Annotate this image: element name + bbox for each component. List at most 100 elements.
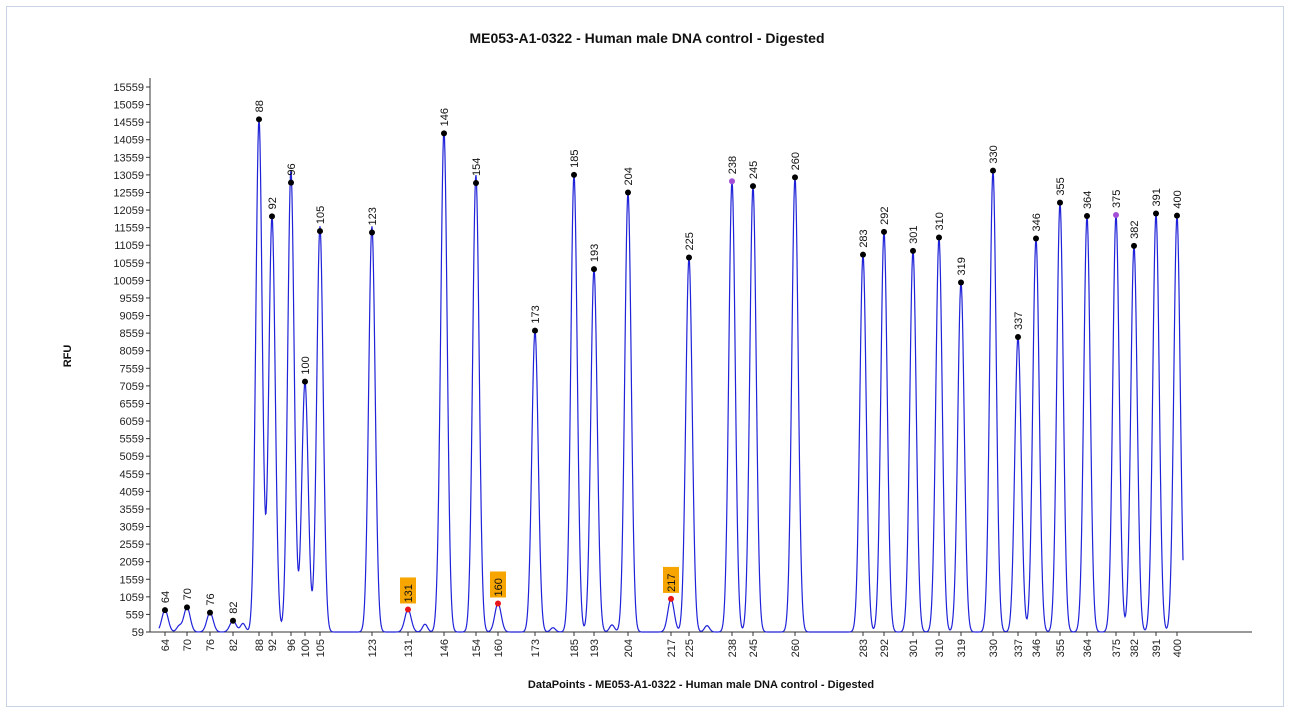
peak-131[interactable]: 131 <box>400 577 416 613</box>
peak-76[interactable]: 76 <box>205 593 217 616</box>
x-tick-label: 245 <box>748 639 760 657</box>
peak-marker <box>441 130 447 137</box>
peak-400[interactable]: 400 <box>1172 190 1184 219</box>
peak-label: 301 <box>908 225 920 243</box>
peak-92[interactable]: 92 <box>267 197 279 220</box>
peak-96[interactable]: 96 <box>286 163 298 186</box>
trace-layer <box>158 119 1184 633</box>
peak-marker <box>1033 235 1039 242</box>
peak-marker <box>230 617 236 624</box>
peak-label: 193 <box>589 244 601 262</box>
x-tick-label: 292 <box>879 639 891 657</box>
x-tick-label: 319 <box>956 639 968 657</box>
peak-382[interactable]: 382 <box>1129 221 1141 249</box>
peak-label: 346 <box>1031 213 1043 231</box>
peak-146[interactable]: 146 <box>439 108 451 137</box>
peak-173[interactable]: 173 <box>530 305 542 334</box>
peak-160[interactable]: 160 <box>490 571 506 607</box>
peak-364[interactable]: 364 <box>1082 191 1094 220</box>
peak-245[interactable]: 245 <box>748 161 760 190</box>
y-tick-label: 6559 <box>120 398 144 410</box>
peak-204[interactable]: 204 <box>623 167 635 196</box>
peak-label: 105 <box>315 206 327 224</box>
x-tick-label: 355 <box>1055 639 1067 657</box>
peak-70[interactable]: 70 <box>182 588 194 611</box>
peak-label: 92 <box>267 197 279 209</box>
chart-frame: ME053-A1-0322 - Human male DNA control -… <box>6 6 1284 707</box>
x-axis-label: DataPoints - ME053-A1-0322 - Human male … <box>528 679 874 691</box>
x-tick-label: 260 <box>790 639 802 657</box>
y-tick-label: 9059 <box>120 311 144 323</box>
peak-label: 154 <box>471 158 483 176</box>
peak-193[interactable]: 193 <box>589 244 601 273</box>
peak-154[interactable]: 154 <box>471 158 483 186</box>
y-tick-label: 4059 <box>120 486 144 498</box>
peak-marker <box>1153 210 1159 217</box>
peak-flag-box <box>490 571 506 598</box>
y-tick-label: 14059 <box>113 135 144 147</box>
peak-260[interactable]: 260 <box>790 152 802 181</box>
peak-330[interactable]: 330 <box>988 145 1000 174</box>
peak-label: 375 <box>1111 190 1123 208</box>
peak-391[interactable]: 391 <box>1151 188 1163 217</box>
peak-301[interactable]: 301 <box>908 225 920 254</box>
peak-283[interactable]: 283 <box>858 229 870 258</box>
peak-217[interactable]: 217 <box>663 566 679 602</box>
x-tick-label: 173 <box>530 639 542 657</box>
peak-label: 64 <box>160 591 172 603</box>
y-tick-label: 2059 <box>120 557 144 569</box>
peak-319[interactable]: 319 <box>956 257 968 286</box>
x-tick-label: 346 <box>1031 639 1043 657</box>
y-tick-label: 10059 <box>113 275 144 287</box>
peak-337[interactable]: 337 <box>1013 312 1025 340</box>
peak-375[interactable]: 375 <box>1111 190 1123 218</box>
x-tick-label: 400 <box>1172 639 1184 657</box>
peak-marker <box>910 247 916 254</box>
y-tick-label: 5559 <box>120 434 144 446</box>
y-tick-label: 12559 <box>113 187 144 199</box>
peak-marker <box>750 183 756 190</box>
peak-310[interactable]: 310 <box>934 212 946 241</box>
peak-346[interactable]: 346 <box>1031 213 1043 242</box>
rfu-trace-line <box>158 119 1184 633</box>
peak-64[interactable]: 64 <box>160 591 172 614</box>
peak-marker <box>686 254 692 261</box>
peak-label: 217 <box>666 574 678 592</box>
x-tick-label: 375 <box>1111 639 1123 657</box>
peak-123[interactable]: 123 <box>367 207 379 236</box>
x-tick-label: 105 <box>315 639 327 657</box>
x-tick-label: 160 <box>493 639 505 657</box>
peak-label: 88 <box>254 100 266 112</box>
peak-marker <box>162 607 168 614</box>
peak-355[interactable]: 355 <box>1055 177 1067 206</box>
peak-label: 123 <box>367 207 379 225</box>
peak-label: 76 <box>205 593 217 605</box>
peak-82[interactable]: 82 <box>228 601 240 624</box>
x-tick-label: 382 <box>1129 639 1141 657</box>
y-tick-label: 14559 <box>113 117 144 129</box>
peak-185[interactable]: 185 <box>569 150 581 178</box>
peak-292[interactable]: 292 <box>879 206 891 235</box>
peak-marker <box>1113 211 1119 218</box>
peak-marker <box>473 179 479 186</box>
peak-marker <box>668 595 674 602</box>
peak-marker <box>405 606 411 613</box>
peak-label: 225 <box>684 232 696 250</box>
peak-label: 382 <box>1129 221 1141 239</box>
x-tick-label: 310 <box>934 639 946 657</box>
peak-100[interactable]: 100 <box>300 356 312 385</box>
peak-238[interactable]: 238 <box>727 156 739 185</box>
peak-label: 310 <box>934 212 946 230</box>
peak-label: 260 <box>790 152 802 170</box>
peak-105[interactable]: 105 <box>315 206 327 235</box>
peak-label: 238 <box>727 156 739 174</box>
peak-label: 355 <box>1055 177 1067 195</box>
x-tick-label: 217 <box>666 639 678 657</box>
peak-225[interactable]: 225 <box>684 232 696 261</box>
peak-label: 96 <box>286 163 298 175</box>
x-tick-label: 154 <box>471 639 483 657</box>
x-axis-ticks: 64 70 76 82 88 92 96 100 105 123 131 146 154 160 173 18… <box>160 632 1184 657</box>
peak-88[interactable]: 88 <box>254 100 266 123</box>
y-tick-label: 8059 <box>120 346 144 358</box>
x-tick-label: 283 <box>858 639 870 657</box>
